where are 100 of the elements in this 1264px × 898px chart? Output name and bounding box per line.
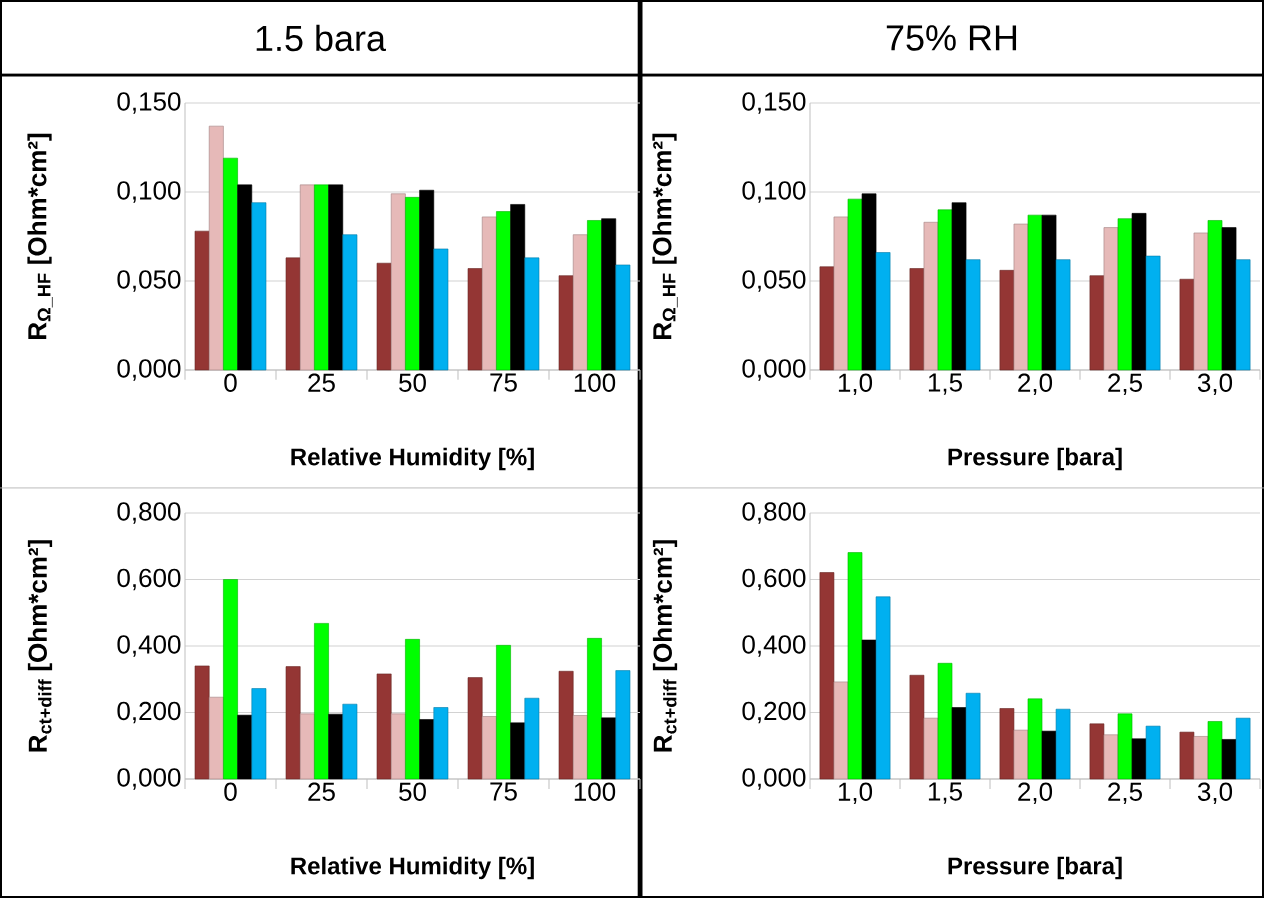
bar <box>314 184 329 371</box>
bar <box>1027 214 1043 371</box>
bar <box>285 666 301 780</box>
bar <box>390 713 406 780</box>
x-tick-label: 1,5 <box>928 373 962 395</box>
x-tick-label: 100 <box>574 782 616 801</box>
bar <box>923 717 939 780</box>
x-axis-title: Pressure [bara] <box>948 447 1122 471</box>
bar <box>615 670 631 780</box>
y-tick-label: 0,000 <box>117 768 181 790</box>
y-tick-label: 0,000 <box>117 359 181 381</box>
x-tick-label: 25 <box>308 373 335 392</box>
y-tick-label: 0,800 <box>742 502 806 524</box>
bar <box>1041 730 1057 780</box>
bar <box>1027 698 1043 780</box>
bar <box>833 681 849 780</box>
x-tick-label: 1,0 <box>838 782 873 805</box>
y-tick-label: 0,600 <box>117 568 181 591</box>
bar <box>510 722 526 780</box>
bar <box>1221 739 1237 780</box>
x-tick-label: 75 <box>490 373 517 392</box>
bar <box>524 257 540 371</box>
bar <box>467 677 483 780</box>
y-tick-label: 0,000 <box>742 768 806 790</box>
y-axis-title: R$_{Ω_HF}$ [Ohm*cm²] <box>652 133 678 339</box>
bar <box>1193 736 1209 780</box>
y-tick-label: 0,400 <box>742 635 806 657</box>
y-tick-label: 0,400 <box>117 635 181 657</box>
x-axis-title: Relative Humidity [%] <box>291 447 534 471</box>
y-tick-label: 0,200 <box>742 701 806 724</box>
bar <box>496 211 511 371</box>
x-tick-label: 1,0 <box>838 373 873 396</box>
x-tick-label: 1,5 <box>928 782 962 804</box>
bar <box>965 692 981 780</box>
bar <box>558 275 574 371</box>
y-tick-label: 0,050 <box>742 270 806 292</box>
bar <box>601 717 617 780</box>
bar <box>847 198 863 371</box>
y-tick-label: 0,200 <box>117 701 181 724</box>
bar <box>1103 227 1119 371</box>
x-tick-label: 50 <box>399 373 426 392</box>
bar <box>1179 278 1195 371</box>
bar <box>819 266 835 371</box>
bar <box>376 673 392 780</box>
bar <box>999 270 1015 371</box>
y-axis-title: R$_{ct+diff}$ [Ohm*cm²] <box>27 540 53 752</box>
bar <box>1207 721 1223 780</box>
bar <box>208 696 224 780</box>
bar <box>390 193 406 371</box>
bar <box>342 703 358 780</box>
x-tick-label: 25 <box>308 782 335 801</box>
bar <box>481 716 497 780</box>
bar <box>1145 255 1161 371</box>
bar <box>1055 259 1071 371</box>
bar <box>1179 731 1195 780</box>
x-tick-label: 100 <box>574 373 616 392</box>
bar <box>1089 275 1105 371</box>
bar <box>909 674 925 780</box>
y-tick-label: 0,100 <box>742 181 806 203</box>
y-tick-label: 0,800 <box>117 502 181 524</box>
chart-title: 1.5 bara <box>256 24 386 52</box>
bar <box>558 670 574 780</box>
bar <box>833 216 849 371</box>
bar <box>847 552 863 780</box>
bar <box>615 264 631 371</box>
bar <box>433 707 449 780</box>
bar <box>419 719 435 780</box>
bar <box>237 184 253 371</box>
bar <box>328 184 344 371</box>
x-tick-label: 75 <box>490 782 517 801</box>
bar <box>299 184 315 371</box>
bar <box>951 202 967 371</box>
bar <box>223 579 238 780</box>
x-tick-label: 2,0 <box>1018 782 1053 805</box>
bar <box>1041 214 1057 371</box>
bar <box>875 596 891 780</box>
x-tick-label: 2,0 <box>1018 373 1053 396</box>
bar <box>1055 708 1071 780</box>
bar <box>342 234 358 371</box>
bar <box>923 221 939 371</box>
bar <box>1131 213 1147 371</box>
bar <box>875 252 891 371</box>
y-axis-title: R$_{ct+diff}$ [Ohm*cm²] <box>652 540 678 752</box>
bar <box>1089 723 1105 780</box>
x-tick-label: 2,5 <box>1108 782 1142 805</box>
bar <box>1117 713 1133 780</box>
bar <box>223 157 238 371</box>
bar <box>819 572 835 780</box>
y-tick-label: 0,600 <box>742 568 806 591</box>
x-axis-title: Relative Humidity [%] <box>291 856 534 880</box>
bar <box>861 193 877 371</box>
x-tick-label: 0 <box>224 373 237 392</box>
bar <box>572 715 588 780</box>
bar <box>510 204 526 371</box>
bar <box>328 713 344 780</box>
y-tick-label: 0,050 <box>117 270 181 292</box>
bar <box>496 645 511 780</box>
bar <box>951 707 967 780</box>
y-axis-title: R$_{Ω_HF}$ [Ohm*cm²] <box>27 133 53 339</box>
y-tick-label: 0,150 <box>117 92 181 114</box>
